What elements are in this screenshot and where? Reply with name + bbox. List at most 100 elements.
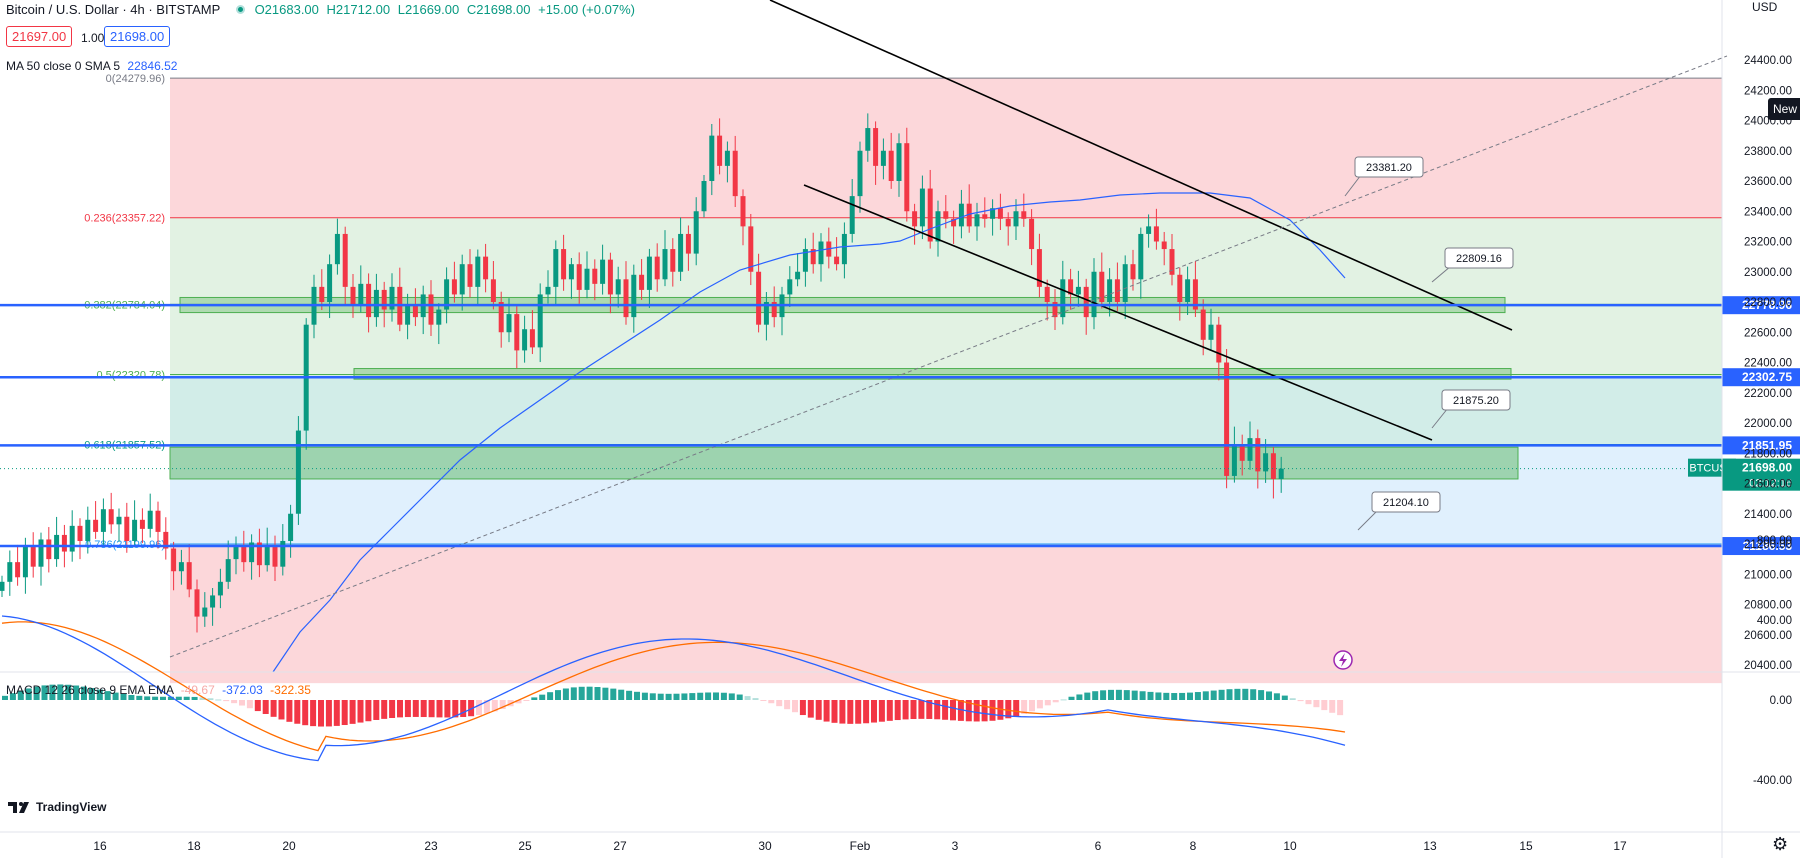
- candle-body: [93, 519, 99, 532]
- candle-body: [600, 259, 606, 284]
- macd-bar: [1013, 700, 1020, 717]
- candle-body: [1153, 226, 1159, 242]
- macd-bar: [310, 700, 317, 727]
- macd-bar: [144, 696, 151, 700]
- candle-body: [990, 208, 996, 219]
- candle-body: [389, 286, 395, 310]
- macd-bar: [878, 700, 885, 722]
- tradingview-logo-icon: [8, 802, 29, 813]
- fib-zone-3: [170, 444, 1722, 545]
- macd-bar: [1187, 692, 1193, 700]
- macd-bar: [286, 700, 293, 722]
- candle-body: [186, 562, 192, 590]
- macd-bar: [223, 700, 230, 702]
- candle-body: [997, 208, 1003, 219]
- macd-bar: [96, 689, 103, 700]
- callout-pointer-0: [1344, 174, 1362, 197]
- candle-body: [958, 203, 964, 227]
- candle-body: [428, 294, 434, 325]
- macd-bar: [373, 700, 380, 720]
- price-tick: 22000.00: [1744, 418, 1792, 430]
- candle-body: [1052, 302, 1058, 318]
- callout-text-2: 21875.20: [1453, 395, 1499, 407]
- candle-body: [475, 256, 481, 287]
- candle-body: [217, 581, 223, 596]
- macd-bar: [926, 700, 933, 719]
- macd-bar: [1194, 692, 1201, 700]
- macd-bar: [618, 689, 625, 700]
- candle-body: [139, 519, 145, 529]
- macd-bar: [1052, 700, 1059, 703]
- hline-price-tag-3: [1722, 537, 1800, 556]
- sell-button[interactable]: 21697.00: [6, 26, 73, 47]
- tradingview-logo[interactable]: TradingView: [8, 800, 106, 814]
- macd-bar: [65, 684, 72, 700]
- candle-body: [373, 289, 379, 318]
- candle-body: [1122, 264, 1128, 302]
- candle-body: [592, 268, 598, 284]
- macd-bar: [73, 685, 80, 700]
- macd-indicator-label[interactable]: MACD 12 26 close 9 EMA EMA -49.67 -372.0…: [6, 683, 311, 697]
- macd-bar: [626, 690, 633, 700]
- ma-indicator-label[interactable]: MA 50 close 0 SMA 5 22846.52: [6, 59, 177, 73]
- macd-bar: [1242, 688, 1249, 700]
- macd-bar: [681, 693, 688, 700]
- candle-body: [701, 181, 707, 212]
- candle-body: [646, 256, 652, 290]
- new-badge[interactable]: New: [1768, 98, 1800, 120]
- macd-bar: [239, 700, 245, 706]
- candle-body: [451, 279, 457, 295]
- candle-body: [210, 595, 216, 608]
- candle-body: [15, 562, 21, 578]
- candle-body: [38, 539, 44, 567]
- trendline-upper: [769, 0, 1513, 331]
- macd-bar: [341, 700, 348, 726]
- candle-body: [233, 547, 239, 560]
- macd-bar: [41, 685, 48, 700]
- candle-body: [1278, 468, 1284, 479]
- macd-bar: [823, 700, 830, 722]
- symbol-title[interactable]: Bitcoin / U.S. Dollar · 4h · BITSTAMP: [6, 2, 221, 17]
- candle-body: [561, 249, 567, 280]
- macd-bar: [9, 693, 16, 700]
- candle-body: [740, 196, 746, 227]
- status-dot-icon: [235, 5, 245, 14]
- hline-price-label-3: 21186.53: [1743, 539, 1793, 553]
- macd-bar: [136, 695, 143, 700]
- macd-bar: [1044, 700, 1051, 706]
- candle-body: [7, 562, 13, 582]
- candle-body: [241, 547, 247, 563]
- macd-bar: [199, 697, 206, 700]
- ma50-line: [272, 192, 1346, 673]
- candle-body: [264, 547, 270, 566]
- currency-label[interactable]: USD: [1752, 0, 1778, 14]
- time-tick: 27: [613, 839, 627, 853]
- macd-bar: [839, 700, 846, 724]
- macd-bar: [436, 700, 443, 718]
- hline-price-tag-1: [1722, 368, 1800, 387]
- candle-body: [202, 607, 208, 617]
- buy-button[interactable]: 21698.00: [104, 26, 171, 47]
- candle-body: [1013, 211, 1019, 227]
- macd-indicator-name: MACD 12 26 close 9 EMA EMA: [6, 683, 174, 697]
- spread-value: 1.00: [81, 31, 105, 45]
- candle-body: [1005, 218, 1011, 227]
- macd-bar: [183, 696, 190, 700]
- macd-bar: [894, 700, 901, 721]
- settings-gear-icon[interactable]: ⚙: [1772, 834, 1789, 854]
- candle-body: [943, 211, 949, 219]
- macd-bar: [1068, 696, 1075, 700]
- time-tick: 16: [93, 839, 107, 853]
- time-tick: 18: [187, 839, 201, 853]
- ma-indicator-name: MA 50 close 0 SMA 5: [6, 59, 121, 73]
- candle-body: [545, 286, 551, 295]
- time-tick: 20: [282, 839, 296, 853]
- callout-box-1: [1444, 247, 1514, 269]
- candle-body: [1177, 274, 1183, 302]
- candle-body: [61, 534, 67, 552]
- macd-hist-value: -49.67: [180, 683, 215, 697]
- candle-body: [1021, 211, 1027, 219]
- ohlc-close: C21698.00: [466, 2, 531, 17]
